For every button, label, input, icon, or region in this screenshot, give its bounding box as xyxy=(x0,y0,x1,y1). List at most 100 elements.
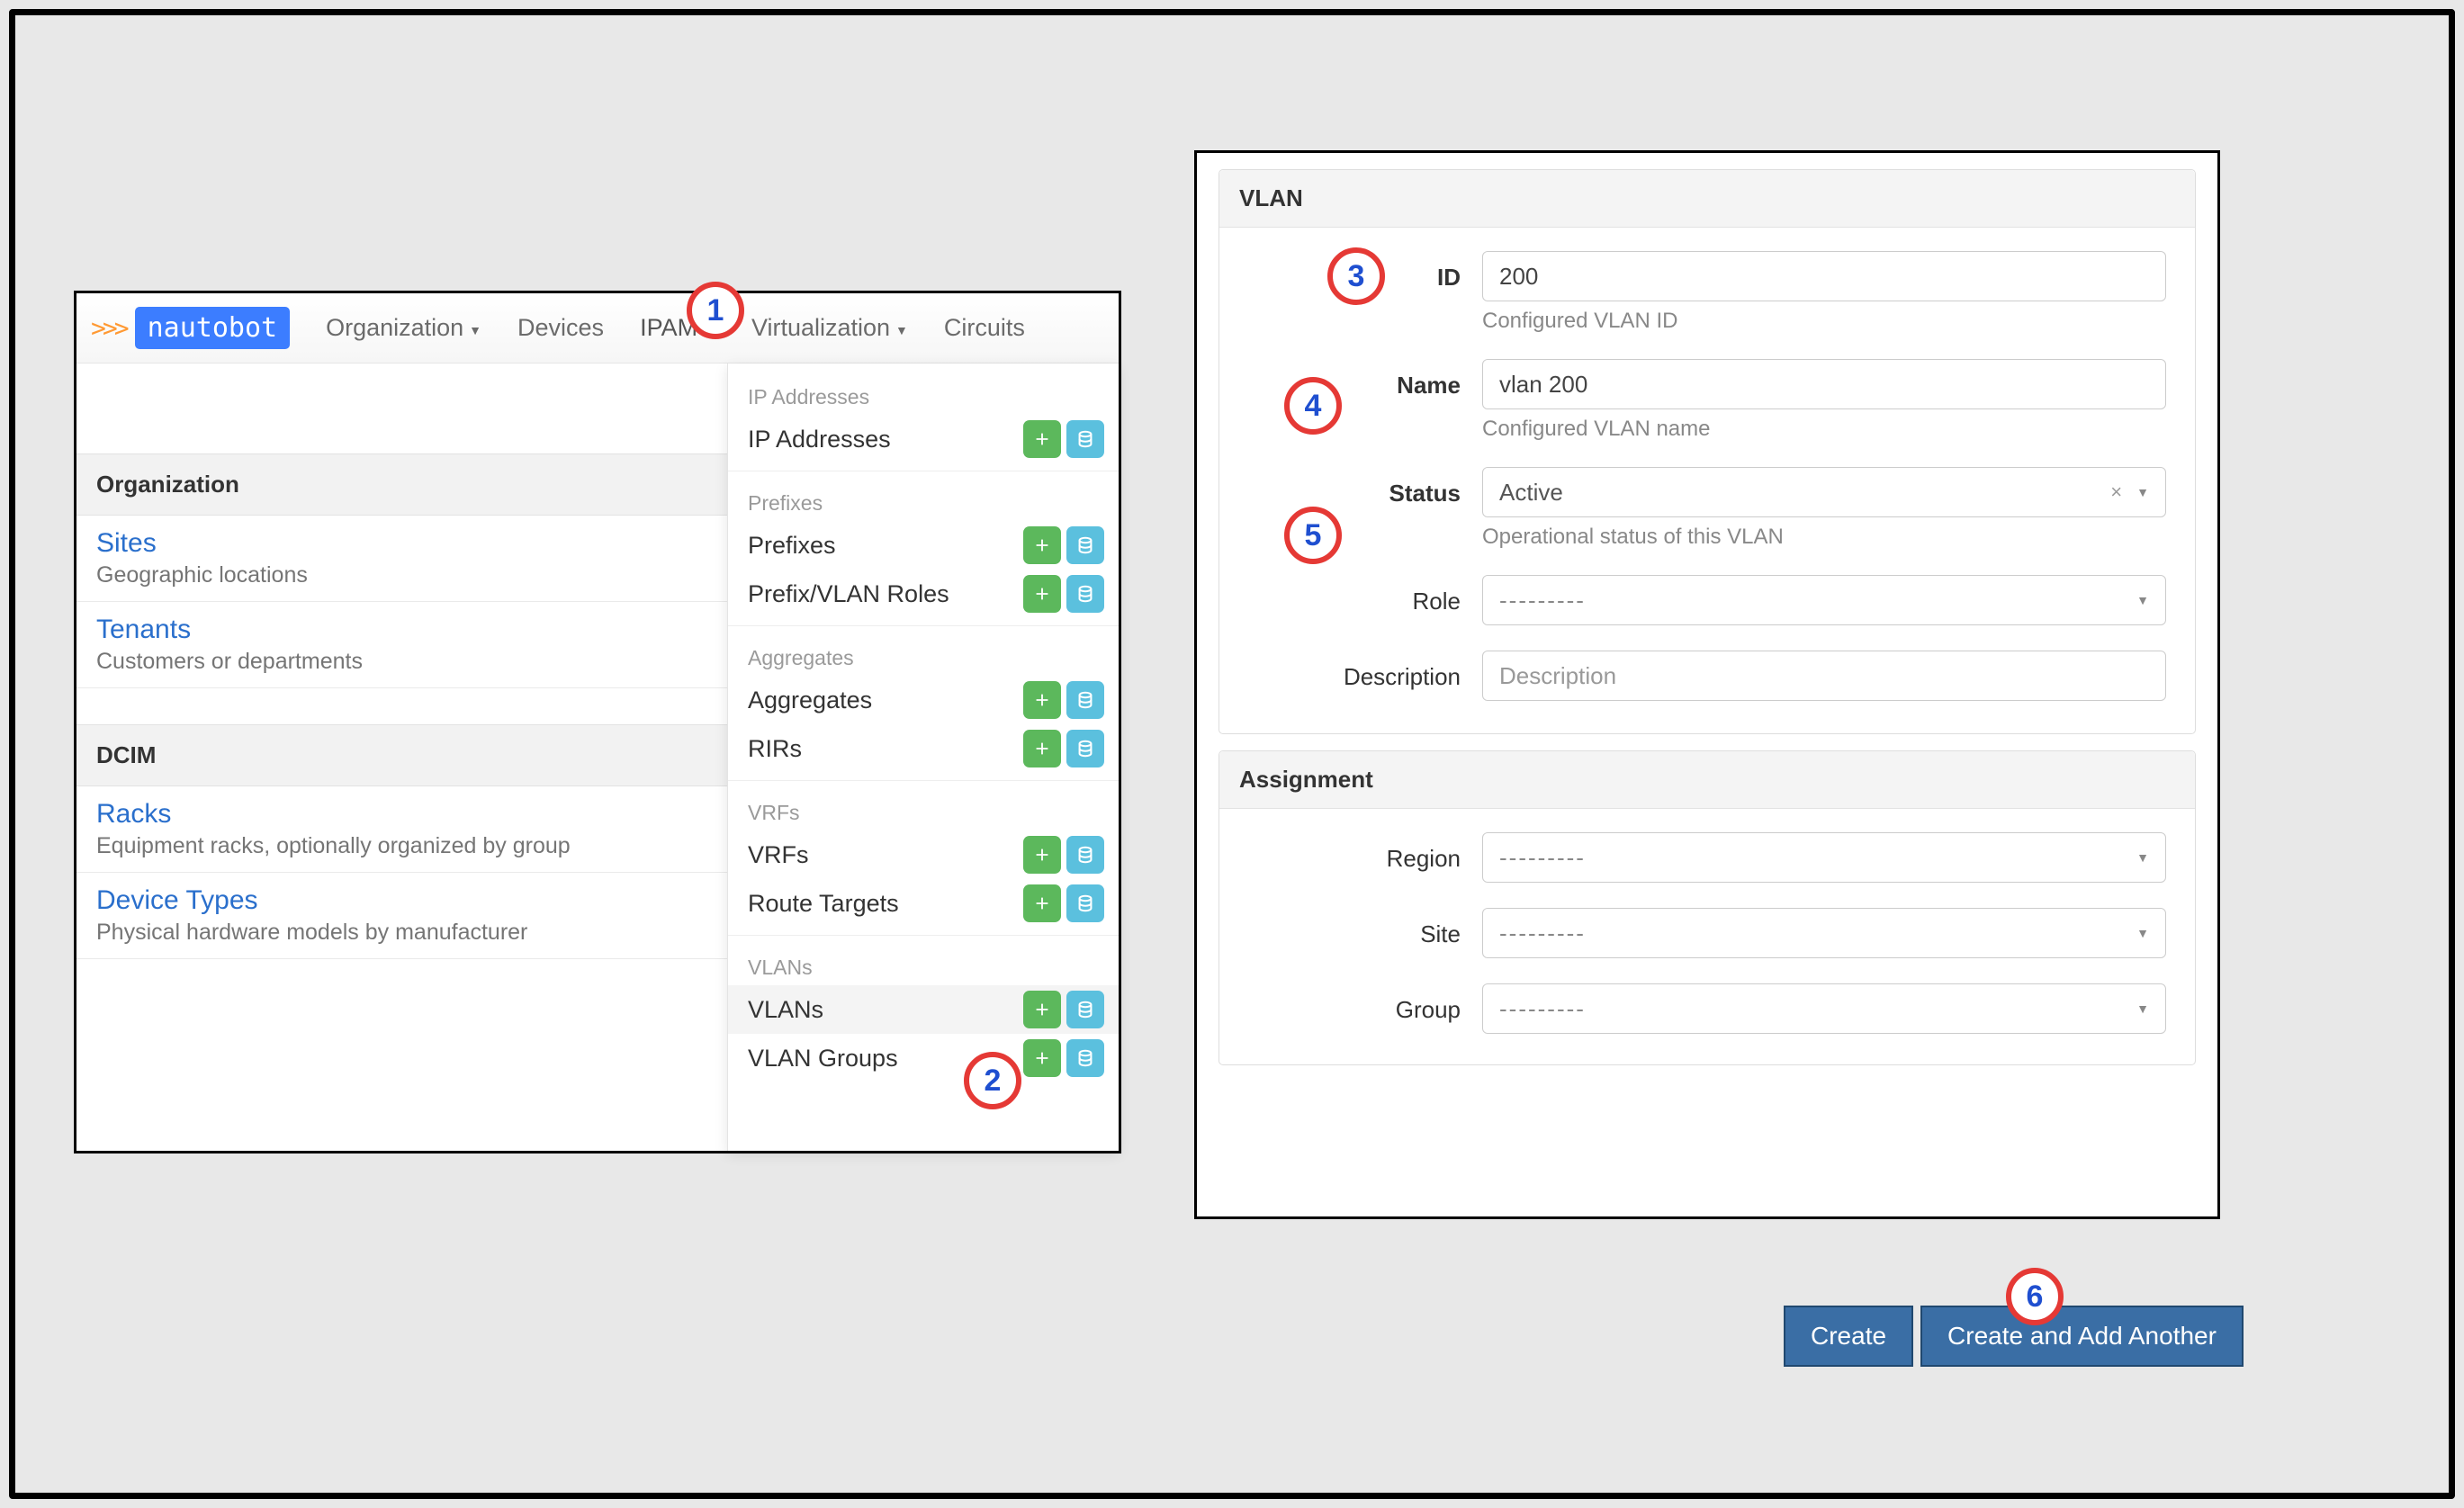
region-label: Region xyxy=(1248,832,1482,873)
callout-1: 1 xyxy=(687,282,744,339)
dropdown-item-route-targets[interactable]: Route Targets xyxy=(728,879,1119,928)
top-navbar: >>> nautobot Organization▼ Devices IPAM▼… xyxy=(76,293,1119,364)
add-icon[interactable] xyxy=(1023,836,1061,874)
sidebar-item-racks[interactable]: Racks Equipment racks, optionally organi… xyxy=(76,786,727,873)
dropdown-item-label: RIRs xyxy=(748,735,1023,763)
add-icon[interactable] xyxy=(1023,730,1061,767)
group-placeholder: --------- xyxy=(1499,995,1586,1023)
role-placeholder: --------- xyxy=(1499,587,1586,615)
add-icon[interactable] xyxy=(1023,420,1061,458)
caret-down-icon: ▼ xyxy=(2136,850,2149,865)
vlan-form-screenshot: VLAN ID Configured VLAN ID Name Configur… xyxy=(1194,150,2220,1219)
nav-virtualization[interactable]: Virtualization▼ xyxy=(751,314,908,342)
dropdown-item-prefix-vlan-roles[interactable]: Prefix/VLAN Roles xyxy=(728,570,1119,618)
sidebar-item-desc: Geographic locations xyxy=(96,562,707,588)
add-icon[interactable] xyxy=(1023,884,1061,922)
vlan-panel-body: ID Configured VLAN ID Name Configured VL… xyxy=(1219,228,2195,733)
caret-down-icon: ▼ xyxy=(2136,593,2149,607)
form-row-region: Region --------- ▼ xyxy=(1248,832,2166,883)
main-body: Organization Sites Geographic locations … xyxy=(76,364,1119,1151)
sidebar-item-title: Tenants xyxy=(96,615,707,645)
name-label: Name xyxy=(1248,359,1482,399)
import-icon[interactable] xyxy=(1066,991,1104,1028)
sidebar-item-title: Device Types xyxy=(96,885,707,916)
sidebar-item-device-types[interactable]: Device Types Physical hardware models by… xyxy=(76,873,727,959)
nav-dropdown-screenshot: >>> nautobot Organization▼ Devices IPAM▼… xyxy=(74,291,1121,1153)
import-icon[interactable] xyxy=(1066,420,1104,458)
dropdown-item-vlan-groups[interactable]: VLAN Groups xyxy=(728,1034,1119,1082)
import-icon[interactable] xyxy=(1066,1039,1104,1077)
callout-4: 4 xyxy=(1284,377,1342,435)
form-row-role: Role --------- ▼ xyxy=(1248,575,2166,625)
nav-virtualization-label: Virtualization xyxy=(751,314,890,342)
region-select[interactable]: --------- ▼ xyxy=(1482,832,2166,883)
dropdown-item-label: Aggregates xyxy=(748,687,1023,714)
add-icon[interactable] xyxy=(1023,991,1061,1028)
nav-devices-label: Devices xyxy=(517,314,604,342)
status-label: Status xyxy=(1248,467,1482,507)
dropdown-separator xyxy=(728,780,1119,781)
import-icon[interactable] xyxy=(1066,836,1104,874)
group-select[interactable]: --------- ▼ xyxy=(1482,983,2166,1034)
description-input[interactable] xyxy=(1482,651,2166,701)
dropdown-item-vrfs[interactable]: VRFs xyxy=(728,830,1119,879)
name-help: Configured VLAN name xyxy=(1482,417,2166,442)
dropdown-item-rirs[interactable]: RIRs xyxy=(728,724,1119,773)
assignment-panel-body: Region --------- ▼ Site --------- ▼ xyxy=(1219,809,2195,1064)
id-help: Configured VLAN ID xyxy=(1482,309,2166,334)
caret-down-icon: ▼ xyxy=(2136,926,2149,940)
logo-badge[interactable]: nautobot xyxy=(135,307,291,349)
callout-6: 6 xyxy=(2006,1268,2064,1325)
add-icon[interactable] xyxy=(1023,575,1061,613)
dropdown-item-ip-addresses[interactable]: IP Addresses xyxy=(728,415,1119,463)
import-icon[interactable] xyxy=(1066,884,1104,922)
nav-devices[interactable]: Devices xyxy=(517,314,604,342)
site-select[interactable]: --------- ▼ xyxy=(1482,908,2166,958)
nav-items: Organization▼ Devices IPAM▼ Virtualizati… xyxy=(326,314,1025,342)
name-input[interactable] xyxy=(1482,359,2166,409)
callout-3: 3 xyxy=(1327,247,1385,305)
dropdown-group-vrfs: VRFs xyxy=(728,788,1119,830)
clear-icon[interactable]: × xyxy=(2110,480,2122,504)
dropdown-item-label: IP Addresses xyxy=(748,426,1023,453)
dropdown-item-vlans[interactable]: VLANs xyxy=(728,985,1119,1034)
form-row-name: Name Configured VLAN name xyxy=(1248,359,2166,442)
dropdown-item-label: Route Targets xyxy=(748,890,1023,918)
add-icon[interactable] xyxy=(1023,1039,1061,1077)
create-button[interactable]: Create xyxy=(1784,1306,1913,1367)
outer-frame: >>> nautobot Organization▼ Devices IPAM▼… xyxy=(9,9,2455,1499)
form-row-status: Status Active × ▼ Operational status of … xyxy=(1248,467,2166,550)
import-icon[interactable] xyxy=(1066,526,1104,564)
add-icon[interactable] xyxy=(1023,681,1061,719)
role-label: Role xyxy=(1248,575,1482,615)
create-and-add-another-button[interactable]: Create and Add Another xyxy=(1920,1306,2244,1367)
sidebar-column: Organization Sites Geographic locations … xyxy=(76,364,727,1151)
assignment-panel-header: Assignment xyxy=(1219,751,2195,809)
dropdown-group-aggregates: Aggregates xyxy=(728,633,1119,676)
import-icon[interactable] xyxy=(1066,730,1104,767)
nav-circuits[interactable]: Circuits xyxy=(944,314,1025,342)
ipam-dropdown: IP Addresses IP Addresses Prefixes Prefi… xyxy=(727,364,1119,1151)
region-placeholder: --------- xyxy=(1499,844,1586,872)
nav-organization-label: Organization xyxy=(326,314,463,342)
dropdown-item-prefixes[interactable]: Prefixes xyxy=(728,521,1119,570)
sidebar-header-dcim: DCIM xyxy=(76,724,727,786)
sidebar-item-title: Sites xyxy=(96,528,707,559)
sidebar-item-desc: Equipment racks, optionally organized by… xyxy=(96,833,707,859)
site-label: Site xyxy=(1248,908,1482,948)
id-input[interactable] xyxy=(1482,251,2166,301)
description-label: Description xyxy=(1248,651,1482,691)
add-icon[interactable] xyxy=(1023,526,1061,564)
form-row-site: Site --------- ▼ xyxy=(1248,908,2166,958)
form-row-description: Description xyxy=(1248,651,2166,701)
nav-organization[interactable]: Organization▼ xyxy=(326,314,481,342)
import-icon[interactable] xyxy=(1066,575,1104,613)
sidebar-item-tenants[interactable]: Tenants Customers or departments xyxy=(76,602,727,688)
role-select[interactable]: --------- ▼ xyxy=(1482,575,2166,625)
status-select[interactable]: Active × ▼ xyxy=(1482,467,2166,517)
sidebar-item-desc: Physical hardware models by manufacturer xyxy=(96,920,707,946)
import-icon[interactable] xyxy=(1066,681,1104,719)
callout-5: 5 xyxy=(1284,507,1342,564)
sidebar-item-sites[interactable]: Sites Geographic locations xyxy=(76,516,727,602)
dropdown-item-aggregates[interactable]: Aggregates xyxy=(728,676,1119,724)
